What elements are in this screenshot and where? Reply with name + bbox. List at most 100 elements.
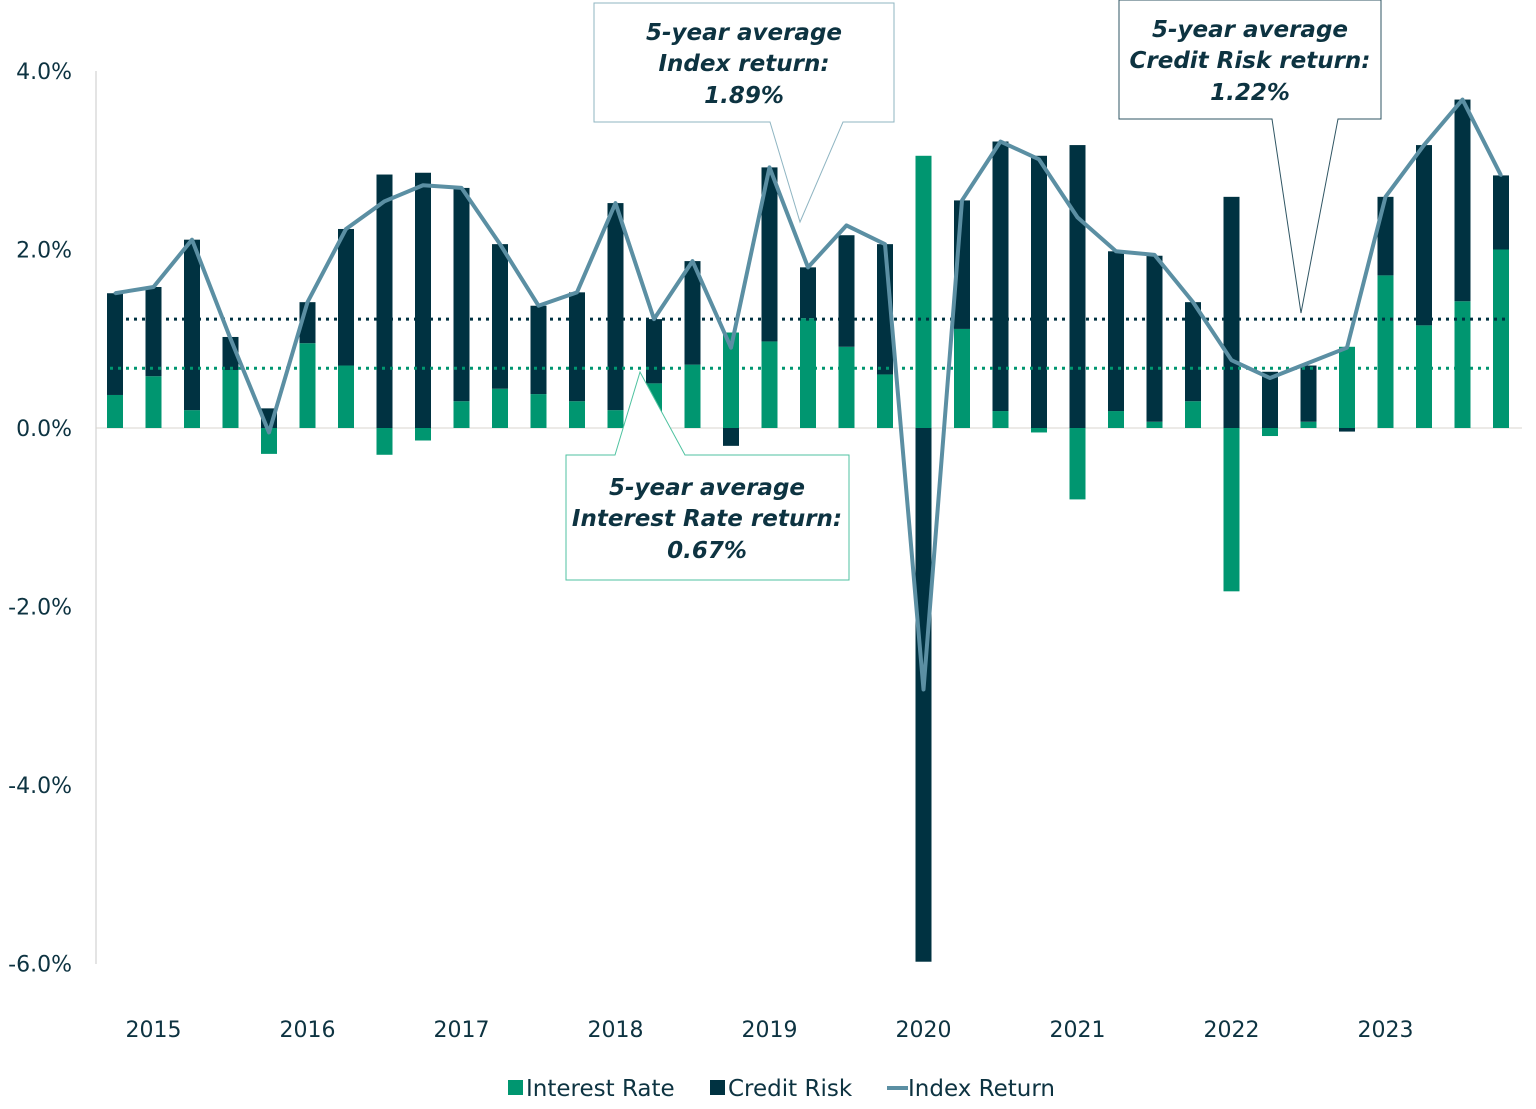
bar-credit-risk (607, 203, 624, 411)
bar-credit-risk (800, 267, 816, 319)
bar-interest-rate (1493, 249, 1509, 428)
bar-credit-risk (1069, 145, 1086, 428)
bar-interest-rate (800, 318, 816, 428)
index-return-point (1384, 195, 1387, 199)
bar-credit-risk (1108, 251, 1124, 412)
x-tick-label: 2016 (280, 1018, 336, 1043)
x-tick-label: 2021 (1050, 1018, 1106, 1043)
bar-interest-rate (992, 411, 1009, 428)
index-return-point (306, 300, 309, 304)
bar-interest-rate (915, 155, 932, 428)
bar-interest-rate (877, 374, 893, 428)
bar-interest-rate (1416, 325, 1432, 428)
bar-interest-rate (761, 341, 778, 428)
callout-line: 0.67% (667, 538, 747, 564)
bar-interest-rate (1146, 421, 1163, 428)
bar-interest-rate (723, 332, 739, 428)
index-return-point (1345, 346, 1349, 350)
bar-interest-rate (1262, 428, 1278, 437)
callout-line: Credit Risk return: (1130, 48, 1371, 74)
index-return-point (1037, 157, 1041, 161)
x-tick-label: 2017 (434, 1018, 490, 1043)
axes: 4.0% 2.0% 0.0% -2.0% -4.0% -6.0% 2015 2016 2017 2… (8, 60, 1522, 1043)
callout-line: 1.89% (704, 83, 784, 109)
index-return-point (1422, 143, 1426, 147)
bar-interest-rate (1185, 401, 1201, 428)
bar-credit-risk (1223, 196, 1240, 428)
bar-interest-rate (569, 401, 585, 428)
legend-label-index-return: Index Return (908, 1076, 1055, 1102)
x-tick-label: 2020 (896, 1018, 952, 1043)
y-tick-label: 0.0% (16, 417, 72, 442)
index-return-point (1461, 98, 1464, 102)
bar-interest-rate (1300, 421, 1317, 428)
bar-credit-risk (1185, 302, 1201, 402)
index-return-point (922, 688, 925, 692)
index-return-point (421, 183, 425, 187)
bar-credit-risk (992, 141, 1009, 412)
index-return-point (806, 265, 810, 269)
x-tick-label: 2015 (126, 1018, 182, 1043)
callout-index-return: 5-year average Index return: 1.89% (593, 2, 895, 224)
index-return-point (152, 285, 155, 289)
bar-credit-risk (1493, 175, 1509, 250)
bar-interest-rate (1339, 346, 1355, 428)
bar-credit-risk (1146, 255, 1163, 422)
legend-label-interest-rate: Interest Rate (526, 1076, 675, 1102)
callout-line: 5-year average (609, 475, 805, 501)
callout-interest-rate: 5-year average Interest Rate return: 0.6… (565, 370, 850, 581)
bar-interest-rate (376, 428, 393, 455)
index-return-point (190, 238, 194, 242)
index-return-point (498, 242, 502, 246)
x-tick-label: 2022 (1204, 1018, 1260, 1043)
bar-interest-rate (1069, 428, 1086, 500)
bar-credit-risk (1262, 371, 1278, 428)
bar-credit-risk (569, 292, 585, 402)
bars (107, 99, 1509, 962)
bar-interest-rate (1108, 411, 1124, 428)
bar-credit-risk (453, 187, 470, 402)
index-return-point (1230, 358, 1233, 362)
bar-credit-risk (184, 239, 200, 411)
index-return-point (1076, 215, 1079, 219)
bar-credit-risk (1377, 196, 1394, 276)
bar-interest-rate (1031, 428, 1047, 433)
index-return-point (267, 430, 271, 434)
index-return-point (1114, 249, 1118, 253)
bar-credit-risk (915, 428, 932, 962)
bar-interest-rate (453, 401, 470, 428)
bar-interest-rate (261, 428, 277, 454)
reference-lines (110, 317, 1508, 370)
callout-credit-risk: 5-year average Credit Risk return: 1.22% (1118, 0, 1382, 314)
bar-credit-risk (1339, 428, 1355, 432)
index-return-point (1153, 253, 1156, 257)
bar-credit-risk (492, 244, 508, 389)
bar-interest-rate (299, 343, 316, 428)
bar-credit-risk (1031, 155, 1047, 428)
bar-credit-risk (530, 305, 547, 395)
bar-interest-rate (415, 428, 431, 441)
bar-credit-risk (684, 261, 701, 365)
bar-credit-risk (1454, 99, 1471, 302)
index-return-point (729, 346, 733, 350)
index-return-line (113, 97, 1503, 692)
index-return-point (344, 227, 348, 231)
y-tick-label: -2.0% (8, 596, 72, 621)
callout-line: 5-year average (646, 20, 842, 46)
bar-interest-rate (338, 365, 354, 428)
index-return-point (537, 304, 540, 308)
bar-interest-rate (145, 376, 162, 428)
bar-interest-rate (530, 394, 547, 428)
bar-credit-risk (646, 319, 662, 384)
callout-line: 5-year average (1152, 17, 1348, 43)
bar-credit-risk (376, 174, 393, 428)
bar-interest-rate (1377, 275, 1394, 428)
y-tick-label: -4.0% (8, 774, 72, 799)
bar-credit-risk (1300, 365, 1317, 422)
bar-credit-risk (338, 228, 354, 366)
bar-interest-rate (684, 364, 701, 428)
y-tick-label: 4.0% (16, 60, 72, 85)
x-tick-label: 2019 (742, 1018, 798, 1043)
callout-line: 1.22% (1210, 80, 1290, 106)
